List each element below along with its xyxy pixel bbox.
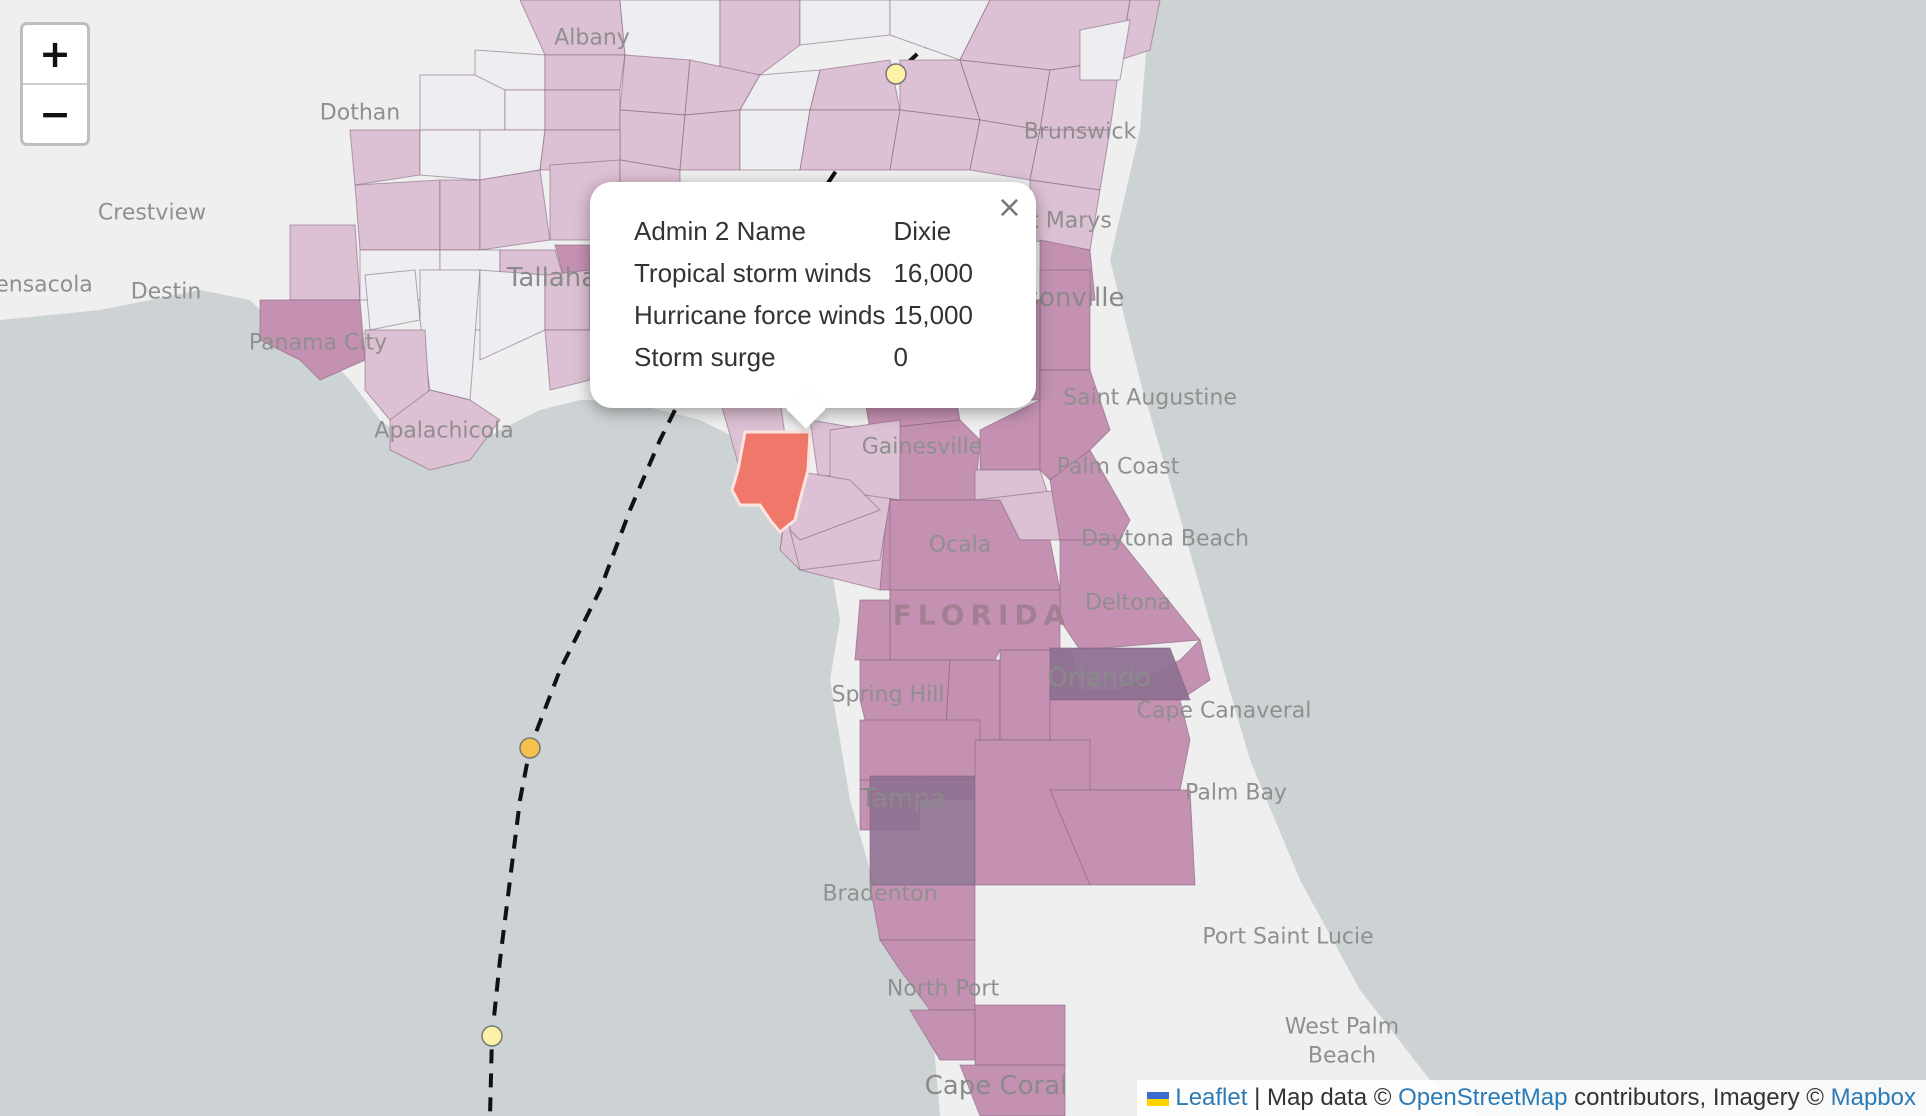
label-florida: FLORIDA [892, 598, 1072, 632]
zoom-control: + − [20, 22, 90, 146]
county [719, 0, 801, 76]
popup-row: Tropical storm winds 16,000 [634, 254, 981, 296]
county [389, 389, 501, 471]
label-cape-coral: Cape Coral [924, 1071, 1068, 1101]
ukraine-flag-icon [1147, 1091, 1170, 1106]
popup-key: Storm surge [634, 342, 776, 372]
leaflet-link[interactable]: Leaflet [1175, 1084, 1248, 1111]
label-north-port: North Port [886, 976, 1000, 1002]
label-st-augustine: Saint Augustine [1063, 385, 1237, 411]
county [439, 179, 481, 251]
county [544, 54, 626, 91]
label-gainesville: Gainesville [861, 434, 983, 460]
county [1049, 449, 1131, 541]
label-spring-hill: Spring Hill [831, 682, 945, 708]
county [419, 269, 481, 401]
label-port-saint-lucie: Port Saint Lucie [1202, 924, 1374, 950]
label-apalachicola: Apalachicola [374, 418, 514, 444]
map-attribution: Leaflet | Map data © OpenStreetMap contr… [1137, 1080, 1926, 1116]
label-bradenton: Bradenton [822, 881, 938, 907]
county [259, 299, 366, 381]
popup-key: Tropical storm winds [634, 258, 872, 288]
label-beach: Beach [1307, 1043, 1377, 1069]
attribution-text: contributors, Imagery © [1567, 1084, 1831, 1111]
county [854, 599, 891, 661]
popup-close-button[interactable]: × [996, 190, 1022, 225]
county [974, 1004, 1066, 1066]
label-destin: Destin [130, 279, 202, 305]
attribution-text: | Map data © [1247, 1084, 1399, 1111]
label-daytona: Daytona Beach [1080, 526, 1250, 552]
county [354, 179, 441, 251]
track-point [885, 63, 907, 85]
county [619, 109, 686, 171]
label-dothan: Dothan [319, 100, 401, 126]
popup-value: 15,000 [893, 300, 973, 330]
label-panama-city: Panama City [248, 330, 388, 356]
county [544, 89, 621, 131]
zoom-out-button[interactable]: − [23, 83, 87, 143]
county [479, 169, 551, 251]
county [799, 109, 901, 171]
county [619, 54, 691, 116]
county [1079, 19, 1131, 81]
label-jacksonville: sonville [1025, 283, 1125, 313]
county [889, 109, 981, 171]
county [859, 719, 981, 781]
popup-value: Dixie [893, 216, 952, 246]
label-ocala: Ocala [928, 532, 992, 558]
label-tallahassee: Tallaha [506, 263, 598, 293]
label-crestview: Crestview [97, 200, 207, 226]
popup-key: Hurricane force winds [634, 300, 886, 330]
track-point [519, 737, 541, 759]
popup-value: 16,000 [893, 258, 973, 288]
label-palm-coast: Palm Coast [1056, 454, 1180, 480]
popup-attribute-table: Admin 2 Name Dixie Tropical storm winds … [634, 212, 981, 380]
county [364, 269, 421, 331]
zoom-in-button[interactable]: + [39, 32, 71, 76]
popup-key: Admin 2 Name [634, 216, 806, 246]
county [739, 109, 811, 171]
label-pensacola: ensacola [0, 272, 93, 298]
county [959, 1064, 1066, 1116]
label-brunswick: Brunswick [1023, 119, 1137, 145]
popup-row: Admin 2 Name Dixie [634, 212, 981, 254]
label-deltona: Deltona [1084, 590, 1172, 616]
popup-value: 0 [893, 342, 908, 372]
label-tampa: Tampa [860, 784, 946, 814]
label-palm-bay: Palm Bay [1185, 780, 1287, 806]
popup-row: Storm surge 0 [634, 338, 981, 380]
county [504, 89, 546, 131]
mapbox-link[interactable]: Mapbox [1830, 1084, 1916, 1111]
track-point [481, 1025, 503, 1047]
county [289, 224, 361, 301]
label-west-palm: West Palm [1284, 1014, 1400, 1040]
county [1049, 789, 1196, 886]
county [679, 109, 741, 171]
openstreetmap-link[interactable]: OpenStreetMap [1398, 1084, 1568, 1111]
county-popup: × Admin 2 Name Dixie Tropical storm wind… [590, 182, 1036, 429]
label-orlando: Orlando [1047, 663, 1151, 693]
county [1049, 647, 1191, 701]
selected-county-dixie [730, 430, 812, 535]
county [419, 129, 481, 181]
county [419, 74, 506, 131]
popup-row: Hurricane force winds 15,000 [634, 296, 981, 338]
county [349, 129, 421, 186]
label-cape-canaveral: Cape Canaveral [1136, 698, 1312, 724]
label-albany: Albany [554, 25, 630, 51]
